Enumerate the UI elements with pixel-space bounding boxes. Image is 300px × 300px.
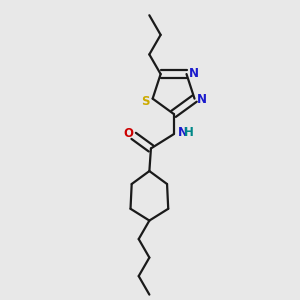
Text: N: N [177,126,188,139]
Text: N: N [196,93,206,106]
Text: S: S [142,95,150,108]
Text: O: O [123,127,133,140]
Text: N: N [188,67,198,80]
Text: H: H [184,126,194,139]
